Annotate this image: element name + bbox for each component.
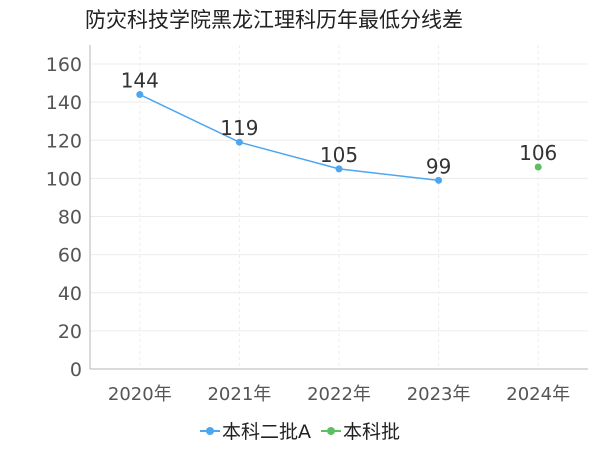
x-tick-label: 2024年 — [506, 384, 570, 405]
data-point — [335, 165, 343, 173]
legend: 本科二批A 本科批 — [0, 417, 600, 444]
legend-marker-series-b — [320, 424, 341, 438]
x-tick-label: 2020年 — [108, 384, 172, 405]
data-point — [235, 138, 243, 146]
legend-item-series-b[interactable]: 本科批 — [320, 417, 400, 444]
data-label: 144 — [121, 69, 159, 93]
series-line-a — [139, 93, 439, 182]
y-tick-label: 140 — [46, 92, 82, 114]
legend-marker-series-a — [199, 424, 220, 438]
y-tick-label: 80 — [58, 207, 82, 229]
x-tick-label: 2023年 — [407, 384, 471, 405]
y-tick-label: 20 — [58, 321, 82, 343]
y-tick-label: 60 — [58, 245, 82, 267]
y-tick-label: 0 — [70, 359, 82, 381]
y-tick-label: 120 — [46, 130, 82, 152]
data-point — [136, 91, 144, 99]
chart-title: 防灾科技学院黑龙江理科历年最低分线差 — [85, 8, 463, 32]
legend-label-series-a: 本科二批A — [221, 421, 311, 443]
data-label: 106 — [519, 141, 557, 165]
data-point — [435, 176, 443, 184]
data-label: 105 — [320, 143, 358, 167]
legend-label-series-b: 本科批 — [342, 421, 400, 443]
data-point — [534, 163, 542, 171]
y-tick-label: 160 — [46, 54, 82, 76]
x-tick-label: 2021年 — [207, 384, 271, 405]
x-tick-label: 2022年 — [307, 384, 371, 405]
data-label: 99 — [426, 154, 451, 178]
data-label: 119 — [220, 116, 258, 140]
y-tick-label: 40 — [58, 283, 82, 305]
y-tick-label: 100 — [46, 168, 82, 190]
legend-item-series-a[interactable]: 本科二批A — [199, 417, 311, 444]
